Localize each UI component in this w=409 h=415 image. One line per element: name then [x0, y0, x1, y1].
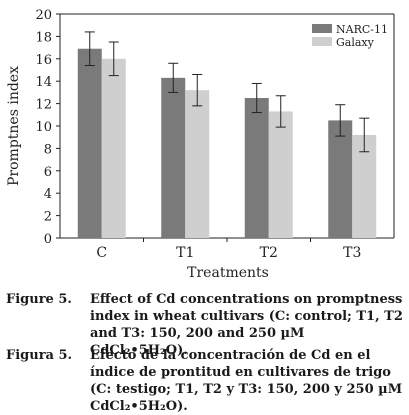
bar-galaxy-t2 — [268, 111, 293, 238]
chart-bars — [77, 48, 377, 238]
bar-narc-11-t3 — [328, 120, 353, 238]
y-tick-label: 4 — [44, 187, 52, 202]
y-tick-label: 18 — [35, 30, 52, 45]
x-tick-label: C — [96, 245, 107, 261]
bar-galaxy-t1 — [185, 90, 210, 238]
legend-swatch-galaxy — [312, 37, 332, 46]
y-tick-label: 10 — [35, 120, 52, 135]
x-tick-label: T3 — [343, 245, 361, 261]
y-tick-label: 20 — [35, 8, 52, 23]
x-tick-label: T2 — [260, 245, 278, 261]
caption-text-spanish: Efecto de la concentración de Cd en el í… — [90, 348, 403, 414]
y-tick-label: 16 — [35, 53, 52, 68]
bar-galaxy-c — [101, 58, 126, 238]
y-tick-label: 14 — [35, 75, 52, 90]
caption-text-english: Effect of Cd concentrations on promptnes… — [90, 292, 403, 358]
y-tick-label: 6 — [44, 165, 52, 180]
caption-label-spanish: Figura 5. — [6, 348, 73, 363]
bar-narc-11-t1 — [161, 77, 186, 238]
y-tick-label: 2 — [44, 210, 52, 225]
figure-caption-english: Figure 5. Effect of Cd concentrations on… — [6, 291, 406, 359]
y-tick-label: 8 — [44, 142, 52, 157]
figure-caption-spanish: Figura 5. Efecto de la concentración de … — [6, 347, 406, 415]
caption-label-english: Figure 5. — [6, 292, 72, 307]
y-axis-label: Promptnes index — [6, 66, 22, 186]
x-axis-label: Treatments — [187, 265, 269, 281]
bar-narc-11-t2 — [244, 98, 269, 238]
y-tick-label: 12 — [35, 98, 52, 113]
chart-error-bars — [84, 31, 370, 153]
legend-label-galaxy: Galaxy — [336, 36, 375, 49]
legend-swatch-narc-11 — [312, 24, 332, 33]
y-tick-label: 0 — [44, 232, 52, 247]
bar-narc-11-c — [77, 48, 102, 238]
x-tick-label: T1 — [176, 245, 194, 261]
chart-ticks: 0 2 4 6 8 10 12 14 16 18 20 C T1 T2 T3 — [35, 8, 361, 261]
legend-label-narc-11: NARC-11 — [336, 23, 388, 36]
